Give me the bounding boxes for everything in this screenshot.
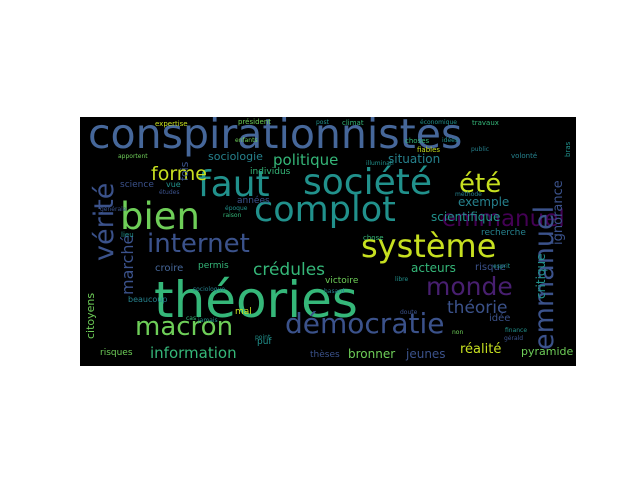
cloud-word: forme bbox=[151, 163, 207, 185]
cloud-word: climat bbox=[342, 119, 364, 127]
cloud-word: non bbox=[452, 329, 464, 336]
cloud-word: puf bbox=[257, 337, 272, 347]
cloud-word: post bbox=[316, 119, 329, 126]
cloud-word: conspirationnistes bbox=[88, 117, 463, 158]
cloud-word: chose bbox=[363, 234, 384, 242]
cloud-word: information bbox=[150, 344, 237, 362]
cloud-word: sociologue bbox=[193, 286, 226, 293]
cloud-word: réalité bbox=[460, 342, 502, 357]
cloud-word: thèses bbox=[310, 350, 340, 360]
cloud-word: expertise bbox=[155, 120, 188, 128]
cloud-word: études bbox=[159, 189, 180, 196]
cloud-word: monde bbox=[426, 272, 513, 301]
cloud-word-vertical: vérité bbox=[89, 182, 120, 261]
cloud-word: fiables bbox=[417, 146, 441, 154]
cloud-word: faut bbox=[198, 164, 270, 205]
cloud-word: scientifique bbox=[431, 210, 501, 224]
cloud-word: travaux bbox=[472, 119, 499, 127]
cloud-word: pyramide bbox=[521, 345, 574, 358]
cloud-word: théorie bbox=[447, 298, 508, 318]
cloud-word-vertical: ignorance bbox=[551, 180, 566, 245]
cloud-word: raison bbox=[223, 212, 242, 219]
cloud-word: doute bbox=[400, 309, 418, 316]
cloud-word: jeunes bbox=[406, 347, 446, 361]
cloud-word: point bbox=[255, 334, 271, 341]
cloud-word: bronner bbox=[348, 347, 396, 361]
cloud-word: générale bbox=[100, 206, 127, 213]
cloud-word: macron bbox=[135, 312, 234, 342]
cloud-word: vue bbox=[166, 180, 181, 189]
cloud-word: président bbox=[238, 118, 271, 126]
cloud-word: volonté bbox=[511, 152, 538, 160]
cloud-word: victoire bbox=[325, 276, 359, 286]
cloud-word-vertical: citoyens bbox=[84, 292, 97, 339]
cloud-word: économique bbox=[420, 119, 457, 126]
cloud-word: théories bbox=[154, 271, 358, 329]
cloud-word: bien bbox=[120, 195, 200, 238]
cloud-word: lieu bbox=[121, 231, 134, 239]
cloud-word: choses bbox=[405, 137, 430, 145]
cloud-word: risques bbox=[100, 348, 133, 358]
cloud-word: idées bbox=[442, 137, 458, 144]
cloud-word: croire bbox=[155, 263, 184, 274]
cloud-word: risque bbox=[475, 262, 506, 273]
cloud-word: jamais bbox=[198, 317, 218, 324]
cloud-word: été bbox=[459, 169, 502, 199]
cloud-word: mal bbox=[235, 307, 252, 317]
cloud-word: acteurs bbox=[411, 261, 456, 275]
cloud-word: exemple bbox=[458, 195, 510, 209]
cloud-word: apportent bbox=[118, 153, 148, 160]
cloud-word: crédules bbox=[253, 260, 326, 280]
cloud-word: individus bbox=[250, 167, 291, 177]
cloud-word: système bbox=[361, 227, 497, 265]
cloud-word-vertical: fois bbox=[178, 161, 191, 181]
cloud-word: méthode bbox=[455, 191, 482, 198]
cloud-word: recherche bbox=[481, 228, 526, 238]
cloud-word: démocratie bbox=[285, 307, 445, 340]
cloud-word: complot bbox=[254, 190, 396, 230]
cloud-word: finance bbox=[505, 327, 528, 334]
cloud-word: politique bbox=[273, 151, 339, 169]
cloud-word-vertical: marché bbox=[118, 234, 137, 295]
cloud-word-vertical: critique bbox=[534, 253, 548, 299]
cloud-word: gérald bbox=[504, 335, 524, 342]
cloud-word: sociologie bbox=[208, 150, 263, 163]
cloud-word: permis bbox=[198, 261, 229, 271]
cloud-word-vertical: bras bbox=[564, 141, 572, 157]
cloud-word: libre bbox=[395, 276, 409, 283]
cloud-word: idée bbox=[489, 313, 511, 324]
cloud-word: années bbox=[237, 196, 270, 206]
cloud-word: situation bbox=[388, 152, 441, 166]
cloud-word: internet bbox=[147, 229, 250, 259]
cloud-word: illuminati bbox=[366, 160, 394, 167]
cloud-word: hasard bbox=[324, 288, 345, 295]
cloud-word: esprit bbox=[493, 263, 511, 270]
cloud-word: public bbox=[471, 146, 490, 153]
cloud-word: époque bbox=[225, 205, 248, 212]
cloud-word: cas bbox=[186, 315, 197, 322]
cloud-word: emmanuel bbox=[442, 206, 565, 232]
cloud-word: beaucoup bbox=[128, 295, 168, 304]
word-cloud: conspirationnistes théories société comp… bbox=[80, 117, 576, 366]
cloud-word: enfants bbox=[235, 137, 258, 144]
cloud-word: société bbox=[303, 162, 432, 203]
cloud-word: science bbox=[120, 180, 154, 190]
